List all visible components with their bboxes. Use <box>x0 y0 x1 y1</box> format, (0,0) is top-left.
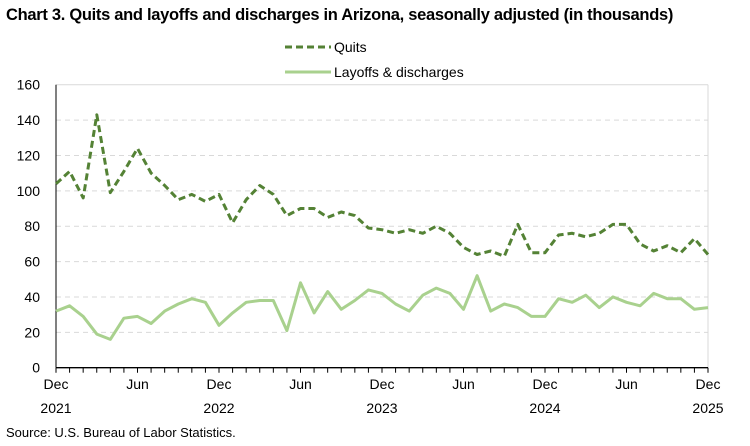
x-tick-year-label: 2022 <box>203 400 234 416</box>
y-tick-label: 160 <box>17 77 41 93</box>
series-line-quits <box>54 113 710 258</box>
y-tick-label: 40 <box>24 289 40 305</box>
x-tick-year-label: 2023 <box>366 400 397 416</box>
y-tick-label: 20 <box>24 324 40 340</box>
x-tick-year-label: 2021 <box>40 400 71 416</box>
x-tick-label: Dec <box>207 376 232 392</box>
series-line-layoffs-discharges <box>55 274 709 341</box>
y-tick-label: 120 <box>17 147 41 163</box>
x-tick-label: Dec <box>533 376 558 392</box>
x-tick-label: Dec <box>44 376 69 392</box>
y-tick-label: 80 <box>24 218 40 234</box>
y-tick-label: 100 <box>17 183 41 199</box>
x-tick-label: Dec <box>696 376 721 392</box>
chart-title: Chart 3. Quits and layoffs and discharge… <box>6 6 674 24</box>
y-tick-label: 140 <box>17 112 41 128</box>
x-tick-label: Jun <box>452 376 475 392</box>
x-tick-year-label: 2024 <box>529 400 560 416</box>
source-note: Source: U.S. Bureau of Labor Statistics. <box>6 425 236 440</box>
legend-label: Quits <box>334 39 367 55</box>
x-tick-label: Jun <box>289 376 312 392</box>
y-tick-label: 60 <box>24 254 40 270</box>
x-tick-year-label: 2025 <box>692 400 723 416</box>
x-tick-label: Dec <box>370 376 395 392</box>
x-tick-label: Jun <box>615 376 638 392</box>
y-tick-label: 0 <box>32 360 40 376</box>
x-tick-label: Jun <box>126 376 149 392</box>
legend-label: Layoffs & discharges <box>334 64 464 80</box>
